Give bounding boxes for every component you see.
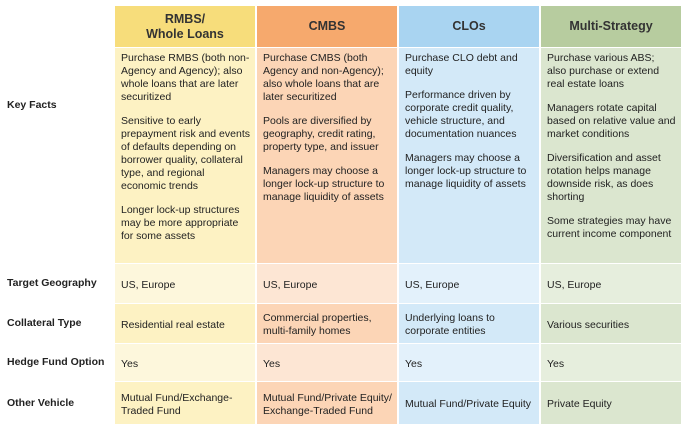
cell-paragraph: Managers rotate capital based on relativ… <box>547 102 676 140</box>
cell-text: Mutual Fund/Exchange-Traded Fund <box>121 392 250 418</box>
cell-collateral-type-clos: Underlying loans to corporate entities <box>399 304 539 343</box>
cell-paragraph: Mutual Fund/Private Equity <box>405 398 532 410</box>
cell-paragraph: Various securities <box>547 318 630 331</box>
cell-text: Commercial properties, multi-family home… <box>263 312 392 338</box>
cell-paragraph: Purchase CMBS (both Agency and non-Agenc… <box>263 52 384 103</box>
cell-paragraph: Private Equity <box>547 398 612 410</box>
column-header-multi: Multi-Strategy <box>541 6 681 47</box>
row-label-text: Other Vehicle <box>7 396 75 409</box>
cell-key-facts-rmbs: Purchase RMBS (both non-Agency and Agenc… <box>115 48 255 263</box>
cell-paragraph: Yes <box>405 357 423 370</box>
cell-text: Yes <box>547 358 564 371</box>
cell-paragraph: Mutual Fund/Private Equity/ Exchange-Tra… <box>263 391 392 417</box>
cell-paragraph: Residential real estate <box>121 318 225 331</box>
cell-text: US, Europe <box>547 279 601 292</box>
row-label-key-facts: Key Facts <box>0 48 115 263</box>
cell-other-vehicle-clos: Mutual Fund/Private Equity <box>399 382 539 424</box>
cell-target-geography-clos: US, Europe <box>399 264 539 303</box>
cell-collateral-type-rmbs: Residential real estate <box>115 304 255 343</box>
cell-paragraph: Managers may choose a longer lock-up str… <box>405 152 527 190</box>
row-label-text: Key Facts <box>7 99 57 111</box>
cell-collateral-type-multi: Various securities <box>541 304 681 343</box>
cell-text: US, Europe <box>405 279 459 292</box>
cell-paragraph: Purchase RMBS (both non-Agency and Agenc… <box>121 52 250 103</box>
cell-other-vehicle-cmbs: Mutual Fund/Private Equity/ Exchange-Tra… <box>257 382 397 424</box>
row-label-text: Collateral Type <box>7 317 82 329</box>
cell-text: Various securities <box>547 319 629 332</box>
cell-paragraph: Yes <box>547 357 565 370</box>
row-label-hedge-fund-option: Hedge Fund Option <box>0 344 115 381</box>
cell-text: Yes <box>263 358 280 371</box>
cell-paragraph: US, Europe <box>405 278 460 291</box>
cell-paragraph: Some strategies may have current income … <box>547 215 672 240</box>
cell-paragraph: Yes <box>121 357 139 370</box>
cell-paragraph: Pools are diversified by geography, cred… <box>263 115 379 153</box>
cell-text: US, Europe <box>263 279 317 292</box>
cell-text: US, Europe <box>121 279 175 292</box>
cell-paragraph: Purchase various ABS; also purchase or e… <box>547 52 660 90</box>
row-label-target-geography: Target Geography <box>0 264 115 303</box>
row-label-text: Hedge Fund Option <box>7 356 105 368</box>
cell-collateral-type-cmbs: Commercial properties, multi-family home… <box>257 304 397 343</box>
cell-hedge-fund-option-clos: Yes <box>399 344 539 381</box>
cell-key-facts-cmbs: Purchase CMBS (both Agency and non-Agenc… <box>257 48 397 263</box>
cell-paragraph: Mutual Fund/Exchange-Traded Fund <box>121 391 233 417</box>
cell-text: Yes <box>121 358 138 371</box>
cell-hedge-fund-option-multi: Yes <box>541 344 681 381</box>
row-label-collateral-type: Collateral Type <box>0 304 115 343</box>
cell-paragraph: Performance driven by corporate credit q… <box>405 89 517 140</box>
cell-text: Yes <box>405 358 422 371</box>
column-header-clos: CLOs <box>399 6 539 47</box>
cell-key-facts-multi: Purchase various ABS; also purchase or e… <box>541 48 681 263</box>
cell-text: Mutual Fund/Private Equity <box>405 398 531 411</box>
cell-text: Private Equity <box>547 398 612 411</box>
cell-target-geography-cmbs: US, Europe <box>257 264 397 303</box>
cell-text: Underlying loans to corporate entities <box>405 312 534 338</box>
column-header-rmbs: RMBS/ Whole Loans <box>115 6 255 47</box>
cell-paragraph: US, Europe <box>263 278 318 291</box>
cell-text: Purchase CMBS (both Agency and non-Agenc… <box>263 52 392 204</box>
cell-text: Purchase RMBS (both non-Agency and Agenc… <box>121 52 250 243</box>
row-label-text: Target Geography <box>7 277 97 289</box>
cell-target-geography-rmbs: US, Europe <box>115 264 255 303</box>
column-header-cmbs: CMBS <box>257 6 397 47</box>
cell-paragraph: Yes <box>263 357 281 370</box>
cell-hedge-fund-option-cmbs: Yes <box>257 344 397 381</box>
cell-paragraph: Commercial properties, multi-family home… <box>263 312 372 337</box>
cell-paragraph: Purchase CLO debt and equity <box>405 52 518 77</box>
cell-paragraph: Sensitive to early prepayment risk and e… <box>121 115 250 192</box>
row-label-other-vehicle: Other Vehicle <box>0 382 115 424</box>
cell-other-vehicle-rmbs: Mutual Fund/Exchange-Traded Fund <box>115 382 255 424</box>
cell-text: Purchase CLO debt and equity Performance … <box>405 52 534 191</box>
cell-text: Residential real estate <box>121 319 225 332</box>
cell-paragraph: Managers may choose a longer lock-up str… <box>263 165 385 203</box>
cell-hedge-fund-option-rmbs: Yes <box>115 344 255 381</box>
cell-paragraph: US, Europe <box>121 278 176 291</box>
cell-paragraph: Diversification and asset rotation helps… <box>547 152 661 203</box>
cell-other-vehicle-multi: Private Equity <box>541 382 681 424</box>
cell-paragraph: Underlying loans to corporate entities <box>405 312 495 337</box>
cell-key-facts-clos: Purchase CLO debt and equity Performance … <box>399 48 539 263</box>
cell-text: Purchase various ABS; also purchase or e… <box>547 52 676 241</box>
cell-text: Mutual Fund/Private Equity/ Exchange-Tra… <box>263 392 392 418</box>
cell-paragraph: US, Europe <box>547 278 602 291</box>
cell-paragraph: Longer lock-up structures may be more ap… <box>121 204 240 242</box>
cell-target-geography-multi: US, Europe <box>541 264 681 303</box>
